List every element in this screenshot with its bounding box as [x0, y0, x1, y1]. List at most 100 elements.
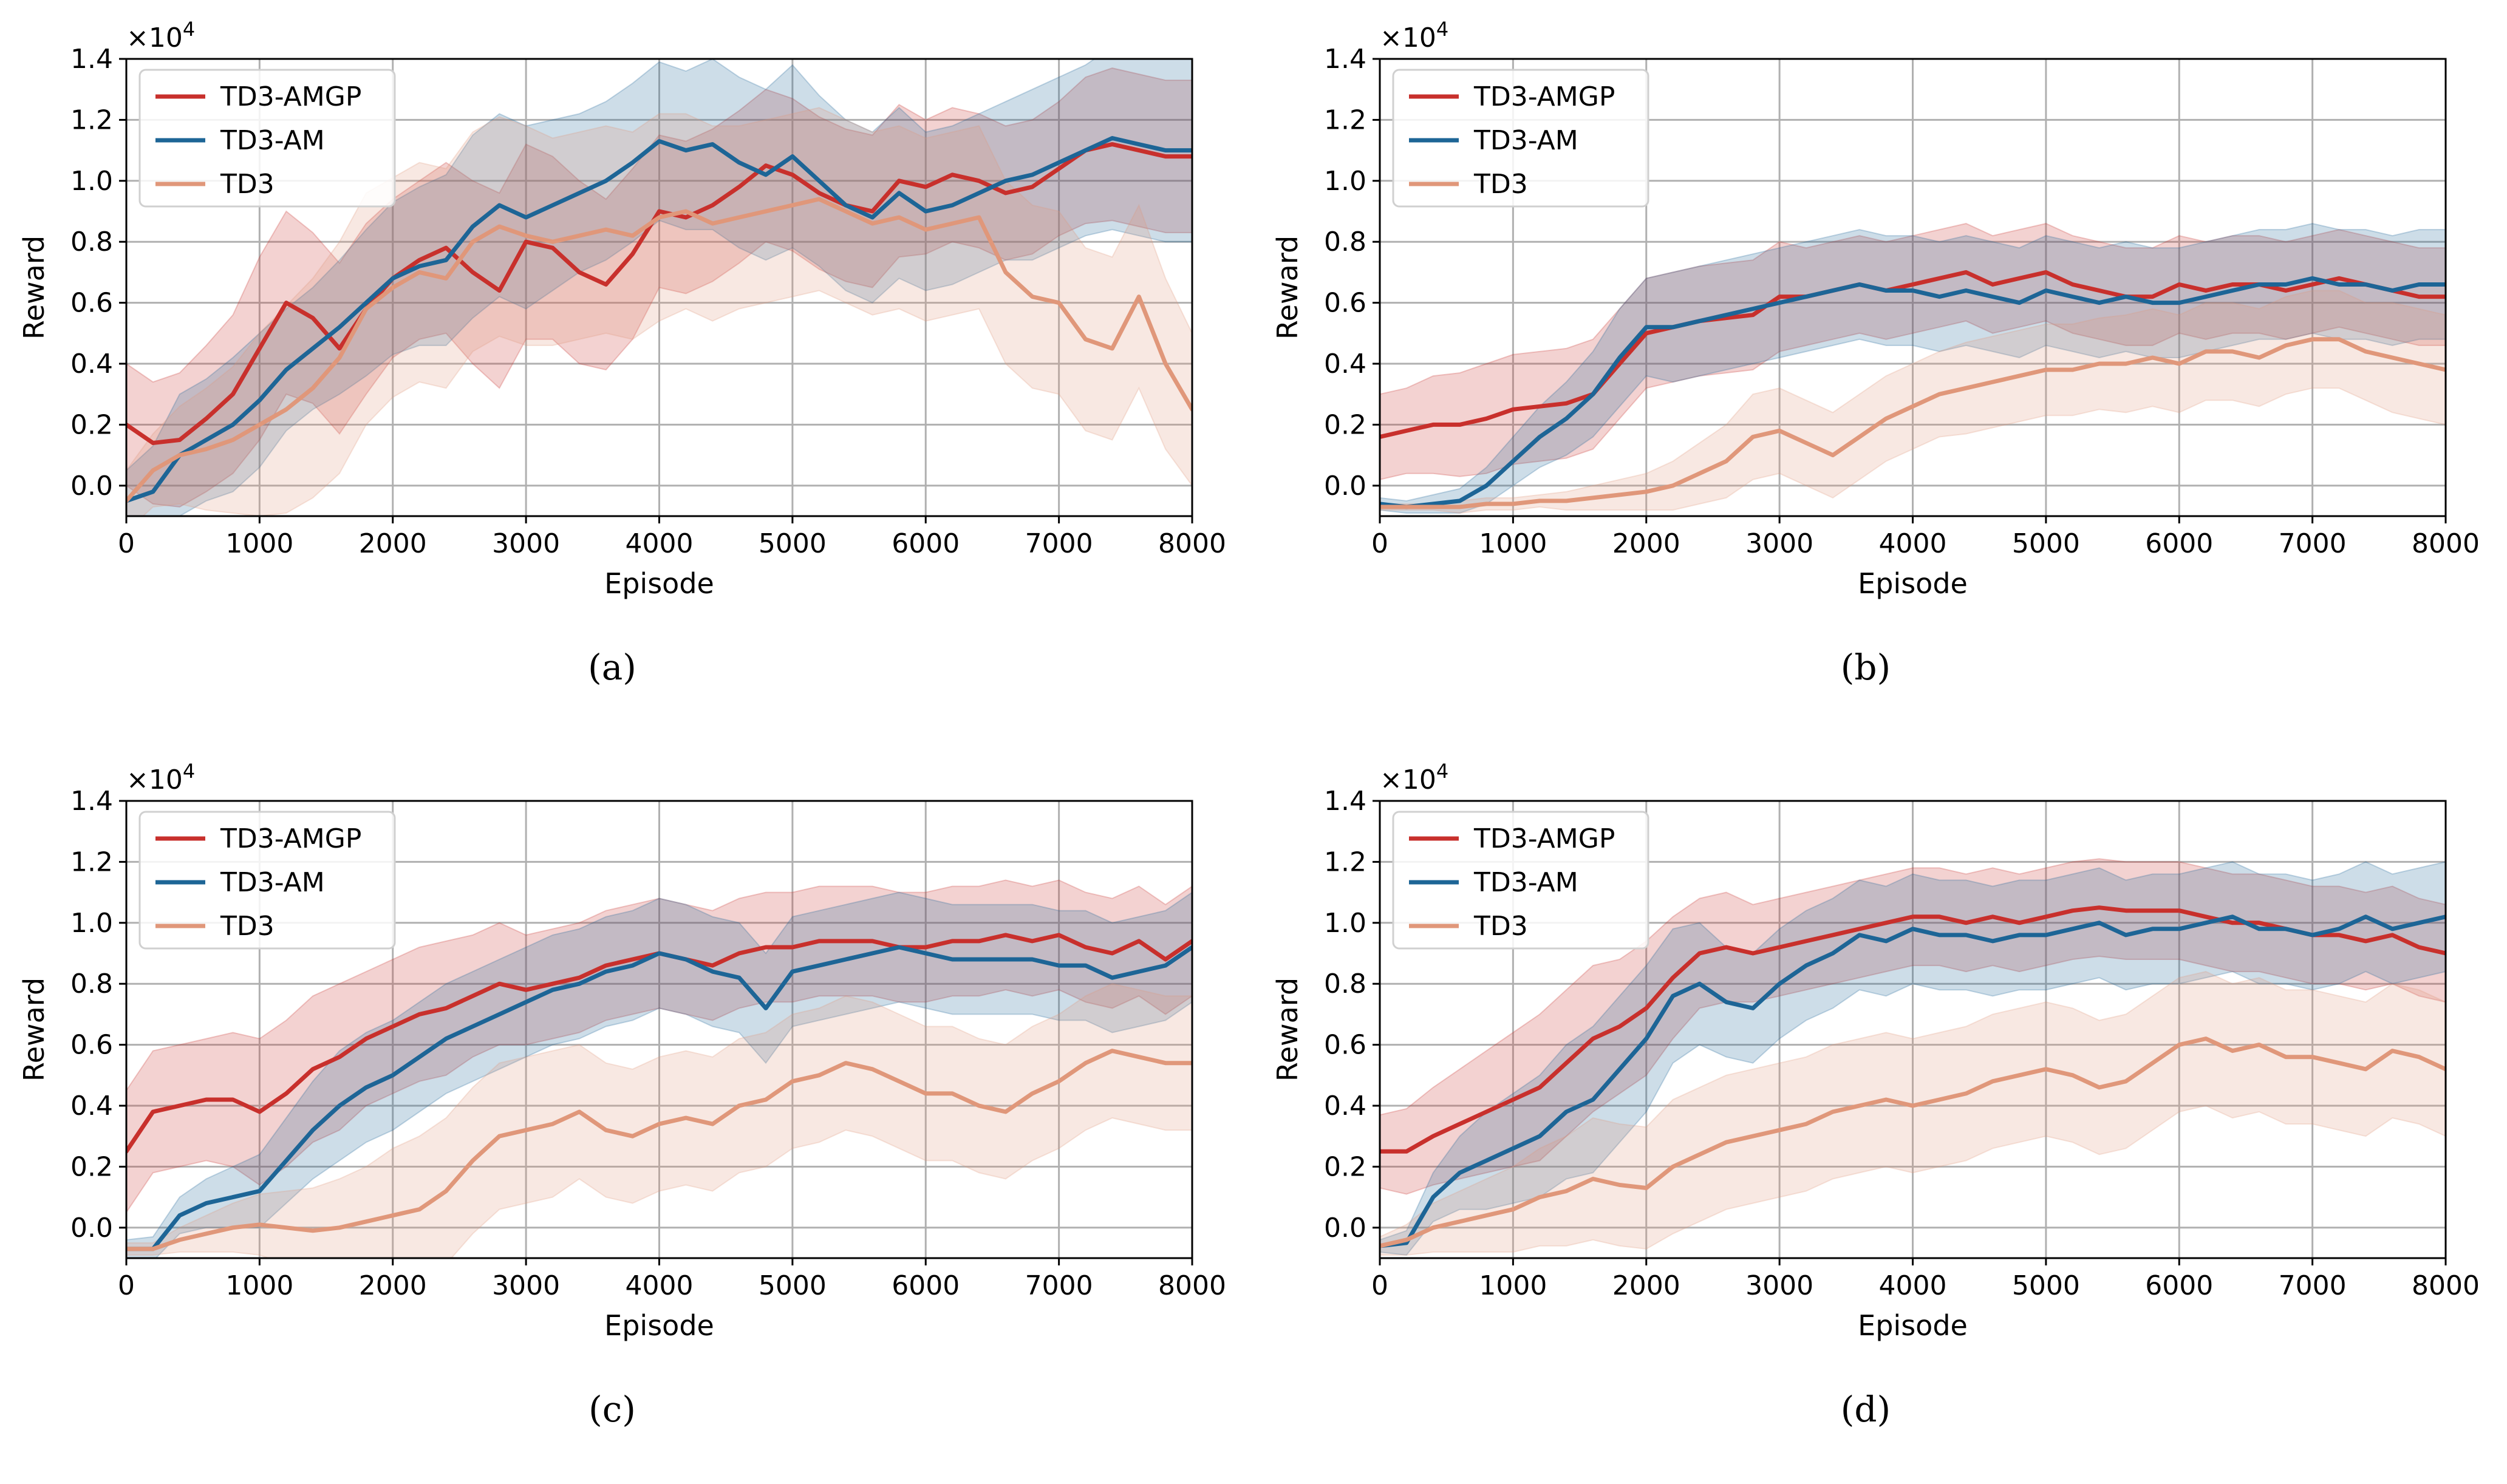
y-axis-label-c: Reward [18, 978, 50, 1081]
chart-svg-b: 0 1000 2000 3000 4000 5000 6000 7000 8000 0.0 0.2 0… [1271, 18, 2480, 600]
band-c-1 [126, 891, 1192, 1258]
line-c-1 [126, 945, 1192, 1251]
legend-label-b-1: TD3-AM [1473, 125, 1578, 156]
ytick-label-c-0: 0.0 [70, 1213, 113, 1244]
legend-label-a-2: TD3 [220, 169, 275, 200]
xtick-label-a-0: 0 [118, 528, 135, 559]
x-axis-label-d: Episode [1858, 1309, 1968, 1342]
caption-b: (b) [1840, 647, 1891, 688]
ytick-label-a-2: 0.4 [70, 349, 113, 380]
band-c-0 [126, 879, 1192, 1214]
ytick-label-d-0: 0.0 [1324, 1213, 1366, 1244]
xtick-label-d-1: 1000 [1479, 1270, 1547, 1301]
ticks-d: 0 1000 2000 3000 4000 5000 6000 7000 8000 0.0 0.2 0… [1324, 786, 2480, 1301]
xtick-label-b-1: 1000 [1479, 528, 1547, 559]
scale-multiplier-base-b: ×10 [1380, 22, 1436, 53]
line-b-2 [1380, 337, 2446, 509]
legend-d: TD3-AMGP TD3-AM TD3 [1392, 811, 1649, 950]
caption-a: (a) [588, 647, 636, 688]
chart-svg-d: 0 1000 2000 3000 4000 5000 6000 7000 8000 0.0 0.2 0… [1271, 760, 2480, 1342]
legend-label-b-0: TD3-AMGP [1473, 81, 1615, 112]
band-b-0 [1380, 223, 2446, 480]
scale-multiplier-exponent-c: 4 [183, 760, 195, 783]
ytick-label-c-7: 1.4 [70, 786, 113, 817]
caption-d: (d) [1840, 1389, 1891, 1430]
y-axis-label-a: Reward [18, 236, 50, 339]
legend-label-a-0: TD3-AMGP [220, 81, 361, 112]
ytick-label-a-5: 1.0 [70, 166, 113, 197]
caption-c: (c) [588, 1389, 636, 1430]
xtick-label-a-2: 2000 [359, 528, 427, 559]
scale-multiplier-exponent-b: 4 [1436, 18, 1448, 41]
xtick-label-d-4: 4000 [1879, 1270, 1947, 1301]
legend-box-c [138, 811, 396, 950]
line-d-0 [1380, 905, 2446, 1154]
xtick-label-a-3: 3000 [492, 528, 560, 559]
plot-area-c [126, 879, 1192, 1258]
ticks-b: 0 1000 2000 3000 4000 5000 6000 7000 8000 0.0 0.2 0… [1324, 44, 2480, 559]
xtick-label-b-4: 4000 [1879, 528, 1947, 559]
line-b-1 [1380, 276, 2446, 509]
ytick-label-a-1: 0.2 [70, 409, 113, 440]
xtick-label-b-3: 3000 [1745, 528, 1813, 559]
ytick-label-b-7: 1.4 [1324, 44, 1366, 75]
ytick-label-b-1: 0.2 [1324, 409, 1366, 440]
xtick-label-a-1: 1000 [225, 528, 293, 559]
ytick-label-b-5: 1.0 [1324, 166, 1366, 197]
legend-label-a-1: TD3-AM [220, 125, 325, 156]
legend-label-c-0: TD3-AMGP [220, 823, 361, 854]
plot-area-a [126, 59, 1192, 516]
line-a-1 [126, 136, 1192, 503]
xtick-label-c-8: 8000 [1158, 1270, 1226, 1301]
scale-multiplier-exponent-a: 4 [183, 18, 195, 41]
xtick-label-a-4: 4000 [626, 528, 694, 559]
x-axis-label-a: Episode [604, 567, 714, 600]
xtick-label-c-0: 0 [118, 1270, 135, 1301]
legend-label-c-1: TD3-AM [220, 867, 325, 898]
ytick-label-a-3: 0.6 [70, 288, 113, 319]
scale-multiplier-c: ×104 [126, 760, 195, 795]
band-d-2 [1380, 971, 2446, 1256]
ytick-label-c-4: 0.8 [70, 968, 113, 999]
band-a-1 [126, 59, 1192, 516]
legend-label-b-2: TD3 [1473, 169, 1528, 200]
legend-label-d-1: TD3-AM [1473, 867, 1578, 898]
xtick-label-b-8: 8000 [2412, 528, 2480, 559]
chart-panel-c: 0 1000 2000 3000 4000 5000 6000 7000 8000 0.0 0.2 0… [0, 742, 1254, 1484]
xtick-label-b-7: 7000 [2279, 528, 2347, 559]
line-a-2 [126, 197, 1192, 503]
xtick-label-c-7: 7000 [1025, 1270, 1093, 1301]
ytick-label-c-3: 0.6 [70, 1030, 113, 1061]
xtick-label-d-7: 7000 [2279, 1270, 2347, 1301]
ytick-label-a-7: 1.4 [70, 44, 113, 75]
scale-multiplier-b: ×104 [1380, 18, 1448, 53]
ytick-label-b-6: 1.2 [1324, 104, 1366, 135]
ytick-label-b-4: 0.8 [1324, 226, 1366, 257]
legend-label-d-2: TD3 [1473, 911, 1528, 942]
ytick-label-c-5: 1.0 [70, 908, 113, 939]
ytick-label-d-1: 0.2 [1324, 1151, 1366, 1182]
legend-box-b [1392, 69, 1649, 208]
chart-panel-d: 0 1000 2000 3000 4000 5000 6000 7000 8000 0.0 0.2 0… [1254, 742, 2507, 1484]
legend-b: TD3-AMGP TD3-AM TD3 [1392, 69, 1649, 208]
ticks-c: 0 1000 2000 3000 4000 5000 6000 7000 8000 0.0 0.2 0… [70, 786, 1226, 1301]
chart-panel-a: 0 1000 2000 3000 4000 5000 6000 7000 8000 0.0 0.2 0… [0, 0, 1254, 742]
ytick-label-a-6: 1.2 [70, 104, 113, 135]
xtick-label-c-4: 4000 [626, 1270, 694, 1301]
ytick-label-a-0: 0.0 [70, 471, 113, 502]
xtick-label-b-2: 2000 [1612, 528, 1680, 559]
xtick-label-c-5: 5000 [759, 1270, 827, 1301]
scale-multiplier-d: ×104 [1380, 760, 1448, 795]
line-d-2 [1380, 1036, 2446, 1248]
xtick-label-a-5: 5000 [759, 528, 827, 559]
plot-area-b [1380, 223, 2446, 514]
ytick-label-c-1: 0.2 [70, 1151, 113, 1182]
ytick-label-d-5: 1.0 [1324, 908, 1366, 939]
ytick-label-a-4: 0.8 [70, 226, 113, 257]
band-b-1 [1380, 223, 2446, 514]
xtick-label-d-5: 5000 [2012, 1270, 2080, 1301]
xtick-label-d-3: 3000 [1745, 1270, 1813, 1301]
band-a-0 [126, 67, 1192, 508]
line-d-1 [1380, 914, 2446, 1248]
line-a-0 [126, 142, 1192, 445]
